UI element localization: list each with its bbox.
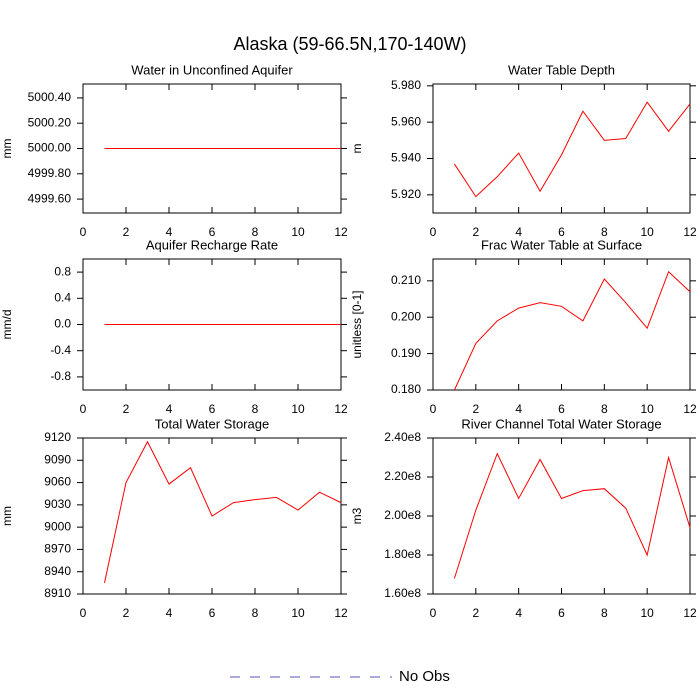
panel-title: River Channel Total Water Storage xyxy=(461,416,661,431)
y-tick-label: 1.60e8 xyxy=(384,586,421,600)
x-tick-label: 2 xyxy=(472,402,479,416)
x-tick-label: 8 xyxy=(252,402,259,416)
x-tick-label: 0 xyxy=(80,225,87,239)
y-tick-label: 5000.00 xyxy=(28,141,72,155)
x-tick-label: 0 xyxy=(80,606,87,620)
x-tick-label: 6 xyxy=(558,606,565,620)
y-axis-label: unitless [0-1] xyxy=(350,290,364,358)
y-axis-label: mm xyxy=(0,139,14,159)
legend-label: No Obs xyxy=(399,668,450,685)
x-tick-label: 10 xyxy=(640,402,654,416)
x-tick-label: 8 xyxy=(601,225,608,239)
panel-title: Frac Water Table at Surface xyxy=(481,237,642,252)
x-tick-label: 2 xyxy=(123,225,130,239)
plot-frame xyxy=(432,83,691,214)
y-tick-label: 9090 xyxy=(44,452,71,466)
y-tick-label: -0.4 xyxy=(50,343,71,357)
y-tick-label: 0.0 xyxy=(54,317,71,331)
x-tick-label: 6 xyxy=(558,225,565,239)
x-tick-label: 4 xyxy=(166,606,173,620)
y-tick-label: 2.00e8 xyxy=(384,508,421,522)
y-axis-label: m xyxy=(350,144,364,154)
plot-frame xyxy=(432,258,691,391)
x-tick-label: 12 xyxy=(683,402,697,416)
x-tick-label: 10 xyxy=(291,606,305,620)
x-tick-label: 4 xyxy=(515,225,522,239)
y-tick-label: 9030 xyxy=(44,497,71,511)
panel-title: Aquifer Recharge Rate xyxy=(146,237,278,252)
y-tick-label: 9000 xyxy=(44,519,71,533)
y-tick-label: 5.920 xyxy=(391,187,421,201)
y-tick-label: 0.8 xyxy=(54,264,71,278)
y-tick-label: 5.940 xyxy=(391,151,421,165)
data-line xyxy=(453,452,691,579)
y-tick-label: 2.40e8 xyxy=(384,430,421,444)
figure-title: Alaska (59-66.5N,170-140W) xyxy=(233,34,466,54)
x-tick-label: 10 xyxy=(640,606,654,620)
x-tick-label: 2 xyxy=(123,402,130,416)
y-tick-label: 5000.40 xyxy=(28,90,72,104)
data-line xyxy=(453,270,691,391)
x-tick-label: 10 xyxy=(291,225,305,239)
x-tick-label: 12 xyxy=(683,225,697,239)
y-tick-label: 5.960 xyxy=(391,114,421,128)
x-tick-label: 4 xyxy=(166,402,173,416)
x-tick-label: 6 xyxy=(209,402,216,416)
panel-title: Water in Unconfined Aquifer xyxy=(131,62,293,77)
x-tick-label: 6 xyxy=(209,606,216,620)
y-tick-label: 4999.60 xyxy=(28,191,72,205)
y-tick-label: 9120 xyxy=(44,430,71,444)
y-tick-label: 8910 xyxy=(44,586,71,600)
x-tick-label: 2 xyxy=(472,606,479,620)
data-line xyxy=(104,440,342,583)
x-tick-label: 8 xyxy=(601,402,608,416)
y-tick-label: 5.980 xyxy=(391,78,421,92)
y-tick-label: 2.20e8 xyxy=(384,469,421,483)
y-axis-label: mm xyxy=(0,506,14,526)
x-tick-label: 12 xyxy=(334,606,348,620)
x-tick-label: 8 xyxy=(252,606,259,620)
y-tick-label: 9060 xyxy=(44,475,71,489)
x-tick-label: 6 xyxy=(558,402,565,416)
x-tick-label: 2 xyxy=(472,225,479,239)
x-tick-label: 0 xyxy=(430,402,437,416)
x-tick-label: 4 xyxy=(515,606,522,620)
y-tick-label: 1.80e8 xyxy=(384,547,421,561)
y-tick-label: 0.4 xyxy=(54,290,71,304)
x-tick-label: 8 xyxy=(601,606,608,620)
y-tick-label: 0.210 xyxy=(391,273,421,287)
x-tick-label: 0 xyxy=(430,606,437,620)
y-tick-label: 8940 xyxy=(44,564,71,578)
x-tick-label: 10 xyxy=(640,225,654,239)
x-tick-label: 0 xyxy=(80,402,87,416)
x-tick-label: 0 xyxy=(430,225,437,239)
x-tick-label: 10 xyxy=(291,402,305,416)
x-tick-label: 12 xyxy=(334,225,348,239)
x-tick-label: 6 xyxy=(209,225,216,239)
y-tick-label: 0.200 xyxy=(391,309,421,323)
data-line xyxy=(453,101,691,198)
x-tick-label: 4 xyxy=(166,225,173,239)
x-tick-label: 2 xyxy=(123,606,130,620)
panel-title: Water Table Depth xyxy=(508,62,615,77)
x-tick-label: 8 xyxy=(252,225,259,239)
y-tick-label: -0.8 xyxy=(50,369,71,383)
x-tick-label: 12 xyxy=(683,606,697,620)
y-tick-label: 5000.20 xyxy=(28,115,72,129)
y-axis-label: mm/d xyxy=(0,310,14,340)
y-tick-label: 8970 xyxy=(44,542,71,556)
plot-frame xyxy=(432,437,691,595)
y-tick-label: 0.180 xyxy=(391,382,421,396)
x-tick-label: 4 xyxy=(515,402,522,416)
y-tick-label: 4999.80 xyxy=(28,166,72,180)
y-tick-label: 0.190 xyxy=(391,346,421,360)
x-tick-label: 12 xyxy=(334,402,348,416)
panel-title: Total Water Storage xyxy=(155,416,269,431)
y-axis-label: m3 xyxy=(350,507,364,524)
